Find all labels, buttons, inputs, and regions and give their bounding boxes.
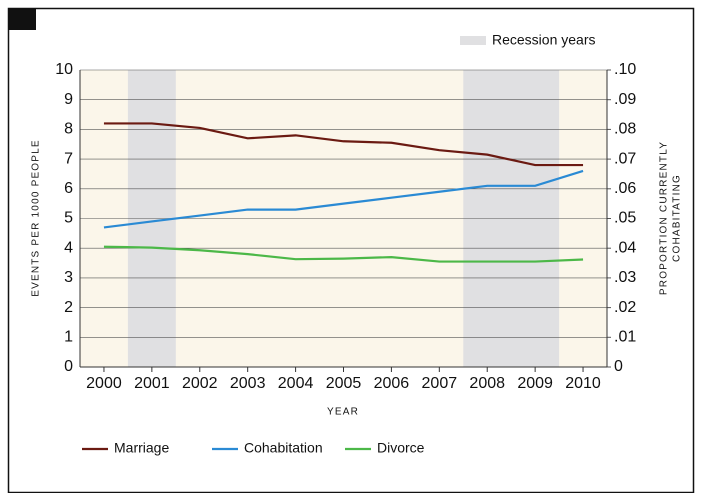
x-tick-label: 2005 bbox=[326, 375, 362, 392]
x-tick-label: 2002 bbox=[182, 375, 218, 392]
y-tick-label: 1 bbox=[64, 329, 73, 346]
y2-tick-label: .08 bbox=[614, 121, 636, 138]
legend-label: Cohabitation bbox=[244, 440, 323, 456]
y2-tick-label: .09 bbox=[614, 91, 636, 108]
y-tick-label: 7 bbox=[64, 150, 73, 167]
y-tick-label: 0 bbox=[64, 358, 73, 375]
corner-block bbox=[8, 8, 36, 30]
x-tick-label: 2006 bbox=[374, 375, 410, 392]
y2-tick-label: .10 bbox=[614, 61, 636, 78]
y-tick-label: 9 bbox=[64, 91, 73, 108]
y-axis-label: EVENTS PER 1000 PEOPLE bbox=[31, 139, 42, 297]
series-line bbox=[103, 122, 584, 167]
x-tick-label: 2007 bbox=[422, 375, 458, 392]
x-tick-label: 2010 bbox=[565, 375, 601, 392]
series-line bbox=[103, 169, 584, 229]
x-tick-label: 2000 bbox=[86, 375, 122, 392]
legend-swatch bbox=[460, 36, 486, 45]
x-tick-label: 2008 bbox=[469, 375, 505, 392]
y-tick-label: 4 bbox=[64, 239, 73, 256]
y-tick-label: 2 bbox=[64, 299, 73, 316]
y2-tick-label: .06 bbox=[614, 180, 636, 197]
y2-tick-label: .03 bbox=[614, 269, 636, 286]
legend-label: Divorce bbox=[377, 440, 425, 456]
y2-tick-label: .05 bbox=[614, 210, 636, 227]
x-tick-label: 2003 bbox=[230, 375, 266, 392]
y-tick-label: 5 bbox=[64, 210, 73, 227]
y2-tick-label: .04 bbox=[614, 239, 636, 256]
y-tick-label: 8 bbox=[64, 121, 73, 138]
legend-label: Marriage bbox=[114, 440, 169, 456]
y2-tick-label: .01 bbox=[614, 329, 636, 346]
x-tick-label: 2009 bbox=[517, 375, 553, 392]
x-axis-label: YEAR bbox=[327, 407, 359, 418]
y-tick-label: 3 bbox=[64, 269, 73, 286]
y2-tick-label: 0 bbox=[614, 358, 623, 375]
x-tick-label: 2004 bbox=[278, 375, 314, 392]
y2-axis-label: PROPORTION CURRENTLY bbox=[659, 141, 670, 295]
x-tick-label: 2001 bbox=[134, 375, 170, 392]
legend-label: Recession years bbox=[492, 32, 596, 48]
y2-tick-label: .07 bbox=[614, 150, 636, 167]
y-tick-label: 6 bbox=[64, 180, 73, 197]
y2-axis-label: COHABITATING bbox=[672, 174, 683, 262]
y2-tick-label: .02 bbox=[614, 299, 636, 316]
y-tick-label: 10 bbox=[55, 61, 73, 78]
series-line bbox=[103, 245, 584, 263]
